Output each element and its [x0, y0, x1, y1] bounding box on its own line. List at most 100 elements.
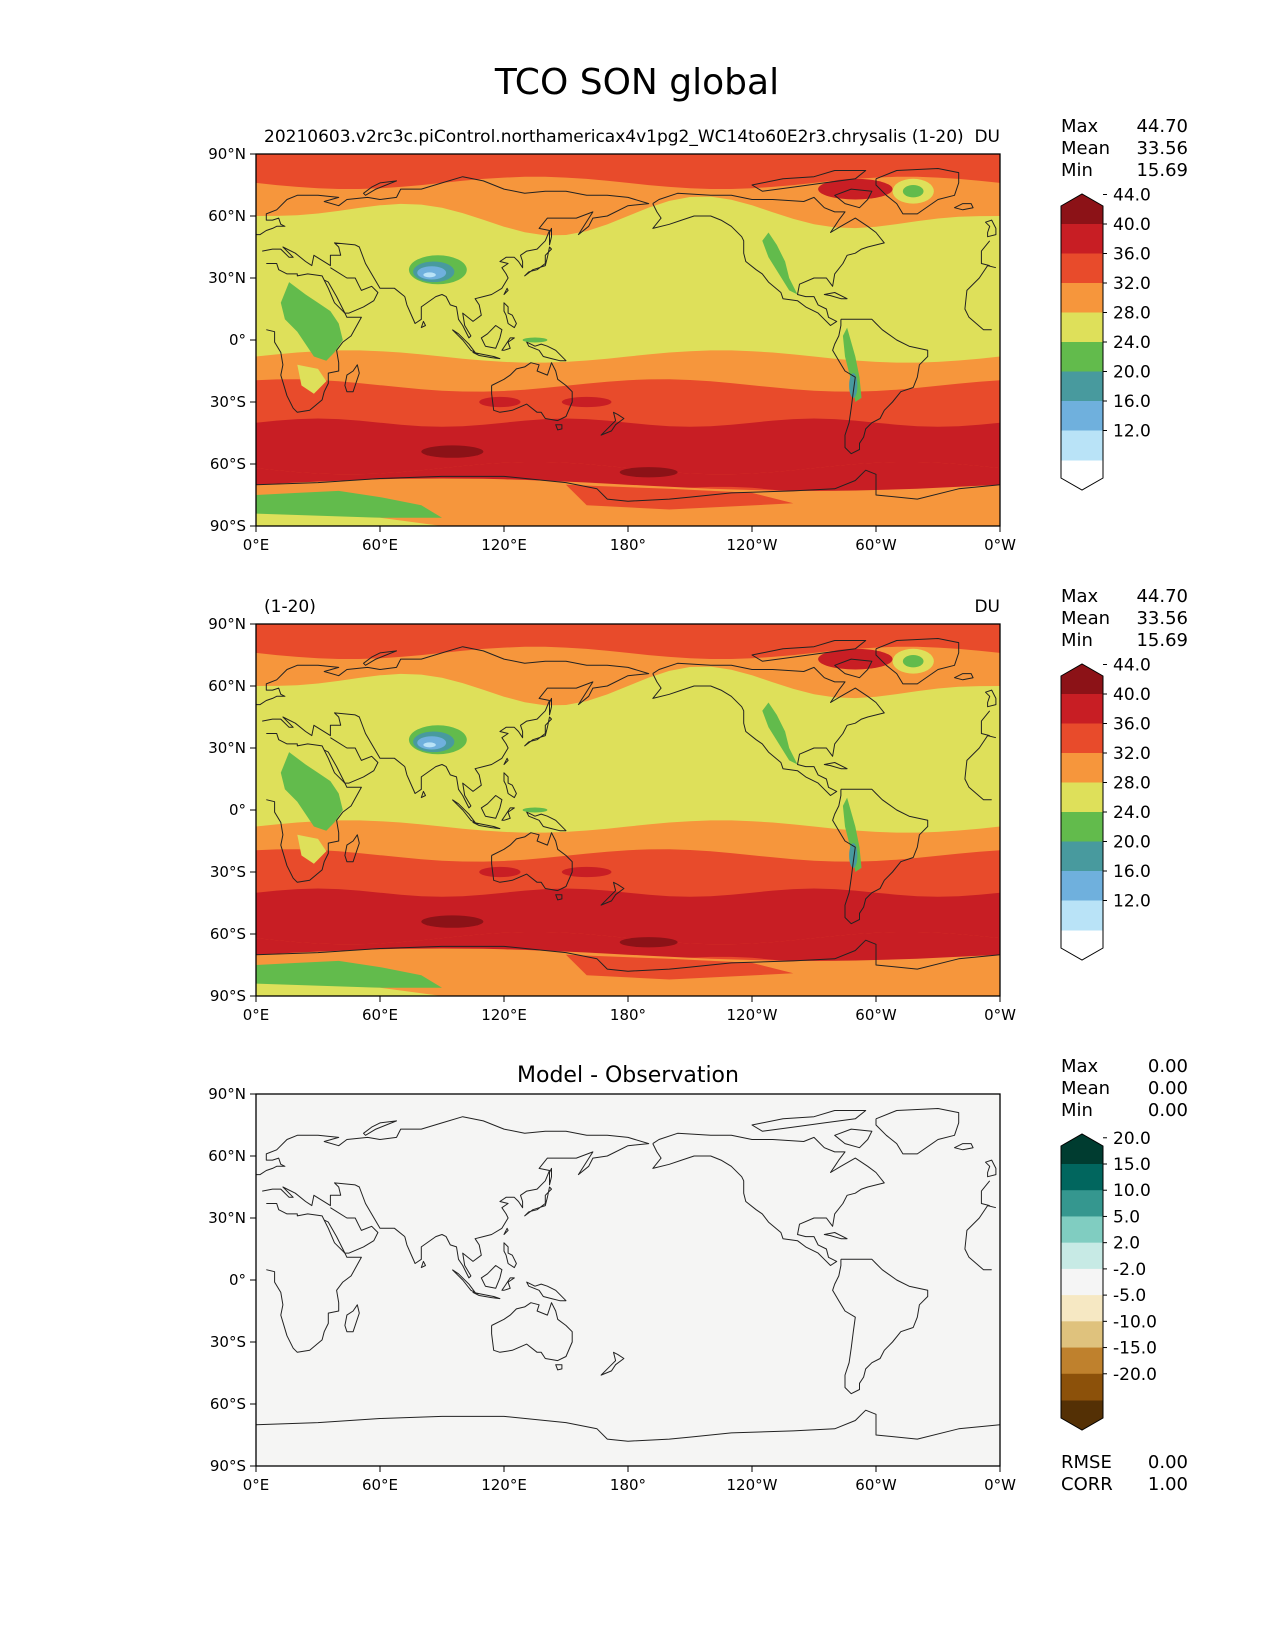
coastline-eurasia — [262, 242, 406, 297]
colorbar-outline — [1060, 193, 1104, 491]
colorbar-box — [1061, 871, 1103, 901]
colorbar-box — [1061, 312, 1103, 343]
y-tick-label: 30°S — [210, 1333, 246, 1351]
map — [256, 154, 1000, 526]
island-outline — [600, 1351, 625, 1376]
band-40-44-south — [256, 418, 1000, 475]
colorbar-extend-min — [1061, 1400, 1103, 1430]
y-tick-label: 30°N — [208, 269, 246, 287]
colorbar-label: 20.0 — [1113, 833, 1151, 853]
colorbar-label: 28.0 — [1113, 304, 1151, 324]
colorbar-label: 36.0 — [1113, 715, 1151, 735]
colorbar-box — [1061, 1321, 1103, 1349]
colorbar-label: 40.0 — [1113, 215, 1151, 235]
rockies-24-28 — [762, 702, 798, 765]
colorbar-label: 16.0 — [1113, 392, 1151, 412]
antarctic-24-28 — [256, 490, 442, 518]
panel-title-left: (1-20) — [264, 597, 316, 617]
axes: 0°E 60°E 120°E 180° 120°W 60°W 0°W 90°N 60°N 30°N… — [208, 145, 1016, 554]
colorbar-box — [1061, 1164, 1103, 1191]
y-tick-label: 0° — [229, 801, 246, 819]
y-tick-label: 60°S — [210, 455, 246, 473]
stat-label: Mean — [1061, 1078, 1110, 1099]
ozone-field — [256, 154, 1000, 526]
band-36-40-north — [256, 624, 1000, 659]
colorbar-box — [1061, 782, 1103, 813]
colorbar-extend-min — [1061, 460, 1103, 490]
y-tick-label: 60°S — [210, 925, 246, 943]
island-outline — [524, 1186, 552, 1217]
stat-label: Min — [1061, 160, 1093, 181]
colorbar-box — [1061, 694, 1103, 724]
island-outline — [363, 180, 397, 196]
antarctic-west — [566, 484, 794, 510]
colorbar-box — [1061, 1268, 1103, 1296]
y-tick-label: 0° — [229, 1271, 246, 1289]
colorbar-box — [1061, 1190, 1103, 1217]
y-tick-label: 90°N — [208, 145, 246, 163]
colorbar-label: 36.0 — [1113, 245, 1151, 265]
colorbar: 12.0 16.0 20.0 24.0 28.0 32.0 36.0 40.0 44.0 — [1060, 656, 1151, 961]
colorbar-box — [1061, 371, 1103, 402]
map — [256, 1094, 1000, 1466]
island-outline — [985, 689, 997, 708]
island-outline — [600, 881, 625, 906]
coastline-africa — [266, 733, 362, 883]
panel-test: 0°E 60°E 120°E 180° 120°W 60°W 0°W 90°N 60°N 30°N… — [208, 116, 1188, 554]
figure-title: TCO SON global — [494, 62, 779, 103]
island-outline — [823, 1232, 848, 1240]
island-outline — [555, 894, 563, 901]
africa-south-28-32 — [297, 364, 327, 394]
colorbar-label: 10.0 — [1113, 1181, 1151, 1201]
colorbar-label: -10.0 — [1113, 1312, 1157, 1332]
africa-24-28 — [280, 282, 343, 361]
coastline-africa — [987, 265, 997, 269]
coastline-samerica — [832, 318, 929, 455]
island-outline — [420, 1260, 426, 1269]
stat-value: 15.69 — [1136, 160, 1188, 181]
coastline-india — [256, 176, 650, 339]
africa-24-28 — [280, 752, 343, 831]
antarctic-28-32 — [256, 983, 442, 996]
coastline-arabia — [323, 267, 379, 314]
coastline-africa — [266, 1203, 362, 1353]
max-indian-ocean — [421, 915, 484, 928]
coastline-eurasia — [980, 240, 991, 267]
island-outline — [524, 246, 552, 277]
y-tick-label: 90°S — [210, 517, 246, 535]
colorbar-label: 44.0 — [1113, 656, 1151, 676]
panel-title-right: DU — [974, 127, 1000, 147]
tibet-12-16 — [423, 272, 436, 278]
x-tick-label: 60°E — [362, 1476, 398, 1494]
y-tick-label: 0° — [229, 331, 246, 349]
island-outline — [501, 1277, 515, 1291]
coastline-namerica — [652, 662, 885, 796]
y-tick-label: 90°N — [208, 1085, 246, 1103]
band-40-44-south — [256, 888, 1000, 945]
island-outline — [501, 337, 515, 351]
x-tick-label: 120°W — [727, 1476, 778, 1494]
maritime-24-28 — [522, 337, 548, 343]
island-outline — [420, 790, 426, 799]
colorbar-box — [1061, 253, 1103, 284]
coastline-namerica — [652, 1132, 885, 1266]
colorbar-box — [1061, 342, 1103, 372]
island-outline — [834, 188, 873, 209]
colorbar-extend-max — [1061, 1134, 1103, 1164]
colorbar-label: -5.0 — [1113, 1286, 1146, 1306]
axes: 0°E 60°E 120°E 180° 120°W 60°W 0°W 90°N 60°N 30°N… — [208, 1085, 1016, 1494]
island-outline — [549, 227, 552, 246]
island-outline — [751, 170, 867, 192]
coastline-africa — [964, 735, 992, 801]
siberia-32-36 — [475, 657, 533, 674]
island-outline — [823, 292, 848, 300]
island-outline — [834, 1128, 873, 1149]
island-outline — [526, 811, 567, 832]
x-tick-label: 60°W — [855, 1476, 897, 1494]
island-outline — [954, 1143, 974, 1151]
stat-value: 0.00 — [1148, 1078, 1188, 1099]
rockies-24-28 — [762, 232, 798, 295]
max-australia-west — [479, 396, 521, 408]
island-outline — [751, 640, 867, 662]
colorbar-label: 15.0 — [1113, 1155, 1151, 1175]
